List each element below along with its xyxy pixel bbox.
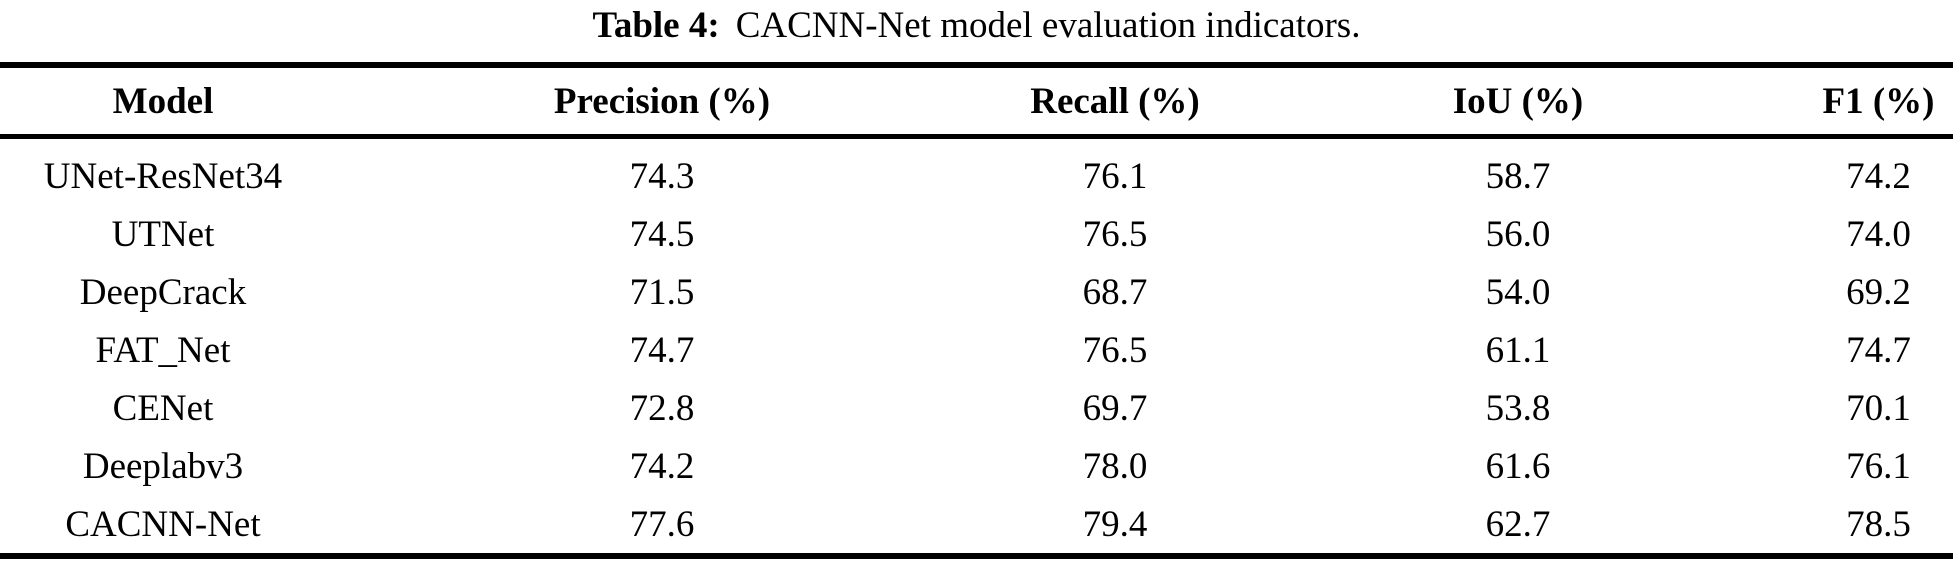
cell-recall: 69.7 xyxy=(1082,387,1148,429)
cell-recall: 76.5 xyxy=(1082,329,1148,371)
cell-precision: 74.3 xyxy=(629,155,695,197)
cell-recall: 79.4 xyxy=(1082,503,1148,545)
column-header-model: Model xyxy=(0,65,326,139)
column-header-recall: Recall (%) xyxy=(998,65,1232,139)
cell-recall: 76.1 xyxy=(1082,155,1148,197)
table-row: CENet 72.8 69.7 53.8 70.1 xyxy=(0,379,1953,437)
cell-f1: 74.0 xyxy=(1846,213,1911,255)
cell-model: FAT_Net xyxy=(95,329,231,371)
cell-model: Deeplabv3 xyxy=(82,445,244,487)
table-row: UNet-ResNet34 74.3 76.1 58.7 74.2 xyxy=(0,137,1953,206)
cell-precision: 72.8 xyxy=(629,387,695,429)
table-body: UNet-ResNet34 74.3 76.1 58.7 74.2 UTNet … xyxy=(0,137,1953,557)
cell-model: UNet-ResNet34 xyxy=(43,155,283,197)
table-header-row: Model Precision (%) Recall (%) IoU (%) F… xyxy=(0,65,1953,139)
cell-recall: 78.0 xyxy=(1082,445,1148,487)
cell-f1: 74.7 xyxy=(1846,329,1911,371)
cell-model: DeepCrack xyxy=(79,271,247,313)
table-row: DeepCrack 71.5 68.7 54.0 69.2 xyxy=(0,263,1953,321)
table-header: Model Precision (%) Recall (%) IoU (%) F… xyxy=(0,65,1953,139)
table-row: CACNN-Net 77.6 79.4 62.7 78.5 xyxy=(0,495,1953,556)
table-caption-text: CACNN-Net model evaluation indicators. xyxy=(735,5,1361,46)
table-row: Deeplabv3 74.2 78.0 61.6 76.1 xyxy=(0,437,1953,495)
cell-f1: 76.1 xyxy=(1846,445,1911,487)
cell-f1: 74.2 xyxy=(1846,155,1911,197)
table-caption-label: Table 4: xyxy=(592,5,720,46)
cell-precision: 71.5 xyxy=(629,271,695,313)
cell-iou: 61.6 xyxy=(1485,445,1551,487)
column-header-iou: IoU (%) xyxy=(1232,65,1804,139)
cell-iou: 61.1 xyxy=(1485,329,1551,371)
table-row: FAT_Net 74.7 76.5 61.1 74.7 xyxy=(0,321,1953,379)
column-header-f1: F1 (%) xyxy=(1804,65,1953,139)
cell-f1: 78.5 xyxy=(1846,503,1911,545)
cell-precision: 77.6 xyxy=(629,503,695,545)
cell-iou: 58.7 xyxy=(1485,155,1551,197)
cell-model: UTNet xyxy=(111,213,215,255)
cell-precision: 74.2 xyxy=(629,445,695,487)
cell-model: CACNN-Net xyxy=(65,503,261,545)
cell-recall: 68.7 xyxy=(1082,271,1148,313)
cell-precision: 74.5 xyxy=(629,213,695,255)
cell-f1: 69.2 xyxy=(1846,271,1911,313)
cell-iou: 62.7 xyxy=(1485,503,1551,545)
cell-recall: 76.5 xyxy=(1082,213,1148,255)
table-caption: Table 4: CACNN-Net model evaluation indic… xyxy=(0,4,1953,48)
cell-iou: 56.0 xyxy=(1485,213,1551,255)
evaluation-table: Model Precision (%) Recall (%) IoU (%) F… xyxy=(0,62,1953,559)
cell-iou: 53.8 xyxy=(1485,387,1551,429)
cell-f1: 70.1 xyxy=(1846,387,1911,429)
column-header-precision: Precision (%) xyxy=(326,65,998,139)
table-row: UTNet 74.5 76.5 56.0 74.0 xyxy=(0,205,1953,263)
cell-iou: 54.0 xyxy=(1485,271,1551,313)
cell-precision: 74.7 xyxy=(629,329,695,371)
cell-model: CENet xyxy=(112,387,214,429)
